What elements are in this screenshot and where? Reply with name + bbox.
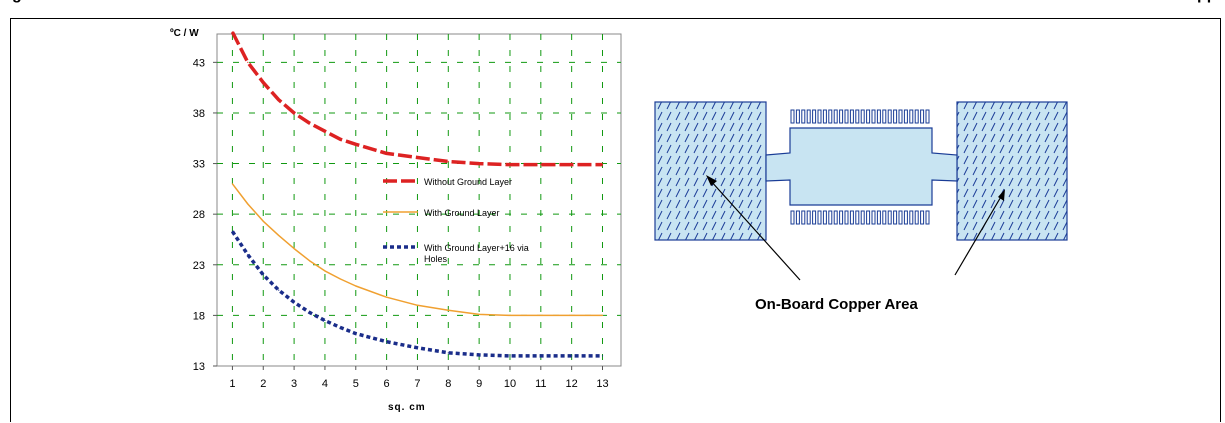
series-point-1 bbox=[355, 143, 357, 145]
y-tick-label: 18 bbox=[193, 310, 205, 322]
series-point-3 bbox=[355, 333, 357, 335]
y-axis-unit-label: ºC / W bbox=[170, 28, 199, 39]
series-point-2 bbox=[339, 278, 341, 280]
series-point-1 bbox=[386, 152, 388, 155]
series-point-3 bbox=[447, 352, 449, 354]
series-point-2 bbox=[571, 314, 573, 316]
y-tick-label: 43 bbox=[193, 57, 205, 69]
series-point-1 bbox=[571, 163, 573, 166]
figure-frame bbox=[10, 18, 1221, 422]
series-point-3 bbox=[416, 347, 419, 349]
series-point-2 bbox=[416, 304, 419, 306]
series-point-3 bbox=[339, 326, 341, 329]
x-tick-label: 3 bbox=[291, 378, 297, 390]
x-tick-label: 6 bbox=[384, 378, 390, 390]
series-point-2 bbox=[247, 203, 249, 205]
series-point-3 bbox=[571, 355, 573, 357]
y-tick-label: 33 bbox=[193, 159, 205, 171]
series-point-1 bbox=[509, 163, 511, 166]
plot-area bbox=[216, 33, 622, 367]
series-point-1 bbox=[247, 61, 249, 63]
series-point-2 bbox=[601, 314, 604, 316]
series-point-3 bbox=[386, 341, 388, 343]
x-tick-label: 12 bbox=[566, 378, 578, 390]
series-point-2 bbox=[231, 183, 234, 185]
series-point-3 bbox=[278, 289, 280, 291]
x-tick-label: 7 bbox=[414, 378, 420, 390]
series-point-3 bbox=[231, 230, 234, 232]
series-point-2 bbox=[308, 260, 311, 262]
series-point-2 bbox=[478, 313, 480, 315]
series-point-3 bbox=[540, 355, 542, 357]
x-tick-label: 11 bbox=[535, 378, 546, 390]
y-tick-label: 23 bbox=[193, 260, 205, 272]
series-point-2 bbox=[355, 285, 357, 287]
series-point-2 bbox=[293, 247, 295, 250]
series-point-1 bbox=[447, 160, 449, 163]
series-point-1 bbox=[601, 163, 604, 166]
series-point-2 bbox=[509, 314, 511, 316]
x-tick-label: 10 bbox=[504, 378, 516, 390]
series-point-1 bbox=[324, 130, 326, 132]
x-tick-label: 2 bbox=[260, 378, 266, 390]
series-point-3 bbox=[262, 274, 264, 276]
series-point-3 bbox=[478, 354, 480, 356]
series-point-2 bbox=[324, 270, 326, 272]
x-tick-label: 8 bbox=[445, 378, 451, 390]
y-tick-label: 28 bbox=[193, 209, 205, 221]
series-point-1 bbox=[339, 138, 341, 140]
series-point-1 bbox=[293, 112, 295, 114]
x-tick-label: 9 bbox=[476, 378, 482, 390]
legend: Without Ground Layer With Ground Layer Wit… bbox=[383, 177, 529, 264]
x-tick-label: 1 bbox=[229, 378, 235, 390]
data-series bbox=[230, 31, 604, 358]
series-point-3 bbox=[324, 319, 326, 322]
series-point-3 bbox=[293, 301, 295, 303]
x-tick-label: 4 bbox=[322, 378, 328, 390]
x-axis-label: sq. cm bbox=[388, 402, 426, 413]
series-point-3 bbox=[247, 254, 249, 256]
series-point-1 bbox=[231, 31, 234, 33]
series-point-3 bbox=[308, 311, 311, 313]
series-point-1 bbox=[308, 122, 311, 124]
series-point-1 bbox=[262, 81, 264, 84]
x-tick-label: 13 bbox=[596, 378, 608, 390]
series-point-1 bbox=[278, 99, 280, 101]
series-point-2 bbox=[447, 309, 449, 311]
legend-label-3: With Ground Layer+16 via Holes bbox=[424, 243, 529, 264]
series-point-1 bbox=[416, 156, 419, 159]
legend-label-2: With Ground Layer bbox=[424, 208, 500, 218]
y-tick-label: 13 bbox=[193, 361, 205, 373]
series-point-2 bbox=[386, 296, 388, 298]
series-point-2 bbox=[540, 314, 542, 316]
page-header-strip: g pp bbox=[12, 0, 1222, 18]
y-tick-label: 38 bbox=[193, 108, 205, 120]
series-point-1 bbox=[540, 163, 542, 166]
series-point-1 bbox=[478, 162, 480, 165]
series-point-3 bbox=[509, 355, 511, 357]
legend-label-1: Without Ground Layer bbox=[424, 177, 512, 187]
series-point-2 bbox=[262, 220, 264, 222]
series-point-2 bbox=[278, 234, 280, 237]
series-point-3 bbox=[601, 355, 604, 357]
x-tick-label: 5 bbox=[353, 378, 359, 390]
